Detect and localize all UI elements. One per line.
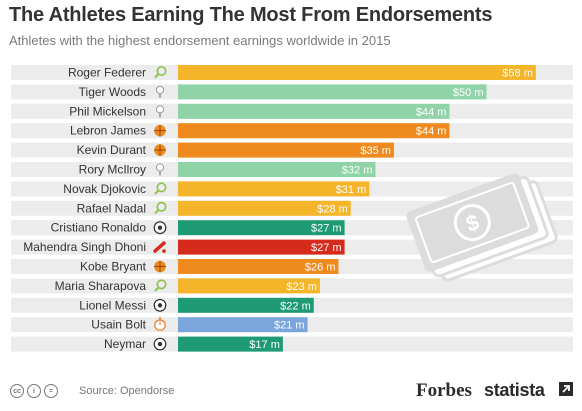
- category-label: Kevin Durant: [77, 143, 147, 157]
- category-label: Rory McIlroy: [79, 163, 146, 177]
- bar: [178, 297, 314, 313]
- source-note: Source: Opendorse: [79, 385, 175, 397]
- forbes-logo: Forbes: [416, 380, 472, 401]
- value-label: $21 m: [274, 320, 305, 332]
- category-labels: Roger Federer Tiger Woods Phil Mickelson Le…: [23, 66, 146, 352]
- bar: [178, 65, 536, 80]
- tennis-racket-icon: [154, 182, 167, 195]
- category-label: Roger Federer: [68, 66, 146, 80]
- bar: [178, 162, 376, 177]
- category-label: Maria Sharapova: [55, 279, 147, 293]
- bar: [178, 239, 345, 255]
- bar: [178, 123, 450, 139]
- bar: [178, 84, 487, 100]
- value-label: $28 m: [317, 203, 348, 215]
- value-labels: $58 m $50 m $44 m $44 m $35 m $32 m $31 m $28 m…: [249, 68, 533, 352]
- category-label: Rafael Nadal: [77, 201, 146, 215]
- tennis-racket-icon: [154, 201, 167, 215]
- golf-ball-icon: [155, 163, 165, 176]
- category-label: Usain Bolt: [91, 318, 146, 332]
- chart-subtitle: Athletes with the highest endorsement ea…: [9, 33, 391, 48]
- value-label: $22 m: [280, 300, 311, 312]
- tennis-racket-icon: [154, 66, 167, 79]
- value-label: $23 m: [286, 281, 317, 293]
- golf-ball-icon: [155, 105, 165, 118]
- category-label: Cristiano Ronaldo: [51, 221, 147, 235]
- basketball-icon: [154, 260, 166, 273]
- cricket-bat-icon: [153, 241, 166, 253]
- category-label: Mahendra Singh Dhoni: [23, 240, 146, 254]
- value-label: $31 m: [336, 184, 367, 196]
- category-label: Neymar: [104, 337, 146, 351]
- value-label: $32 m: [342, 165, 373, 177]
- statista-logo: statista: [484, 380, 545, 400]
- value-label: $17 m: [249, 339, 280, 351]
- football-icon: [153, 298, 167, 312]
- golf-ball-icon: [155, 85, 165, 98]
- stopwatch-icon: [154, 317, 166, 332]
- cc-icon: cc: [10, 384, 24, 398]
- row-band: [11, 336, 573, 352]
- sport-icons: [153, 66, 167, 351]
- bar: [178, 336, 283, 352]
- bar: [178, 181, 370, 197]
- category-label: Phil Mickelson: [69, 104, 146, 118]
- value-label: $26 m: [305, 262, 336, 274]
- bar: [178, 259, 339, 274]
- value-label: $50 m: [453, 87, 484, 99]
- value-label: $27 m: [311, 223, 342, 235]
- category-label: Tiger Woods: [79, 85, 146, 99]
- category-label: Novak Djokovic: [63, 182, 146, 196]
- value-label: $44 m: [416, 106, 447, 118]
- license-icons: cc i =: [10, 384, 58, 398]
- bar: [178, 200, 351, 216]
- category-label: Kobe Bryant: [80, 260, 147, 274]
- money-icon: $: [406, 173, 558, 282]
- value-label: $58 m: [502, 68, 533, 80]
- basketball-icon: [154, 124, 166, 137]
- football-icon: [153, 337, 167, 351]
- value-label: $27 m: [311, 242, 342, 254]
- category-label: Lionel Messi: [79, 298, 146, 312]
- by-icon: i: [27, 384, 41, 398]
- football-icon: [153, 221, 167, 235]
- bar: [178, 142, 394, 158]
- bar: [178, 278, 320, 294]
- bar: [178, 103, 450, 119]
- value-label: $35 m: [360, 145, 391, 157]
- bar: [178, 220, 345, 236]
- category-label: Lebron James: [70, 124, 146, 138]
- tennis-racket-icon: [154, 279, 167, 292]
- bars: [178, 65, 536, 352]
- basketball-icon: [154, 144, 166, 156]
- value-label: $44 m: [416, 126, 447, 138]
- statista-arrow-icon: [559, 382, 573, 396]
- nd-icon: =: [44, 384, 58, 398]
- chart-title: The Athletes Earning The Most From Endor…: [9, 4, 493, 26]
- bar: [178, 317, 308, 333]
